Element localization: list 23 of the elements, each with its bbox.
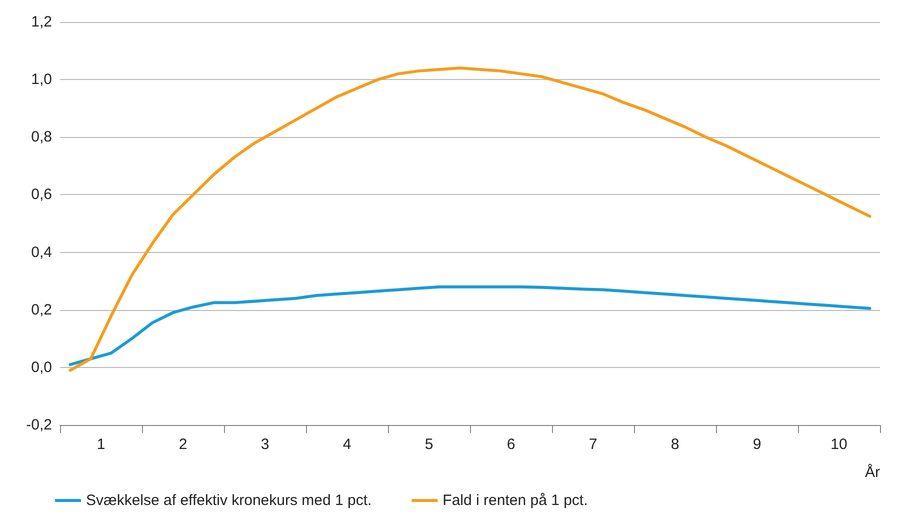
x-tick-label: 9 (752, 436, 762, 453)
y-tick-label: 0,8 (31, 128, 52, 146)
y-tick-label: 0,0 (31, 358, 52, 376)
y-tick-label: 0,4 (31, 244, 52, 261)
x-axis-title: År (865, 463, 880, 481)
legend-label: Svækkelse af effektiv kronekurs med 1 pct. (86, 492, 372, 509)
x-tick-label: 7 (588, 436, 598, 453)
y-tick-label: 1,0 (31, 71, 52, 88)
x-tick-label: 4 (342, 436, 352, 453)
y-tick-label: 0,2 (31, 301, 52, 318)
x-tick-label: 8 (670, 436, 680, 453)
x-tick-label: 3 (260, 436, 270, 453)
line-series (68, 66, 872, 372)
line-series (68, 285, 872, 366)
y-tick-label: 1,2 (31, 14, 52, 30)
x-tick-label: 10 (830, 436, 848, 453)
x-tick-label: 1 (96, 436, 106, 453)
y-tick-label: -0,2 (26, 416, 52, 434)
x-tick-label: 2 (178, 436, 188, 453)
legend-label: Fald i renten på 1 pct. (442, 492, 588, 509)
y-tick-label: 0,6 (31, 186, 52, 204)
x-tick-label: 6 (506, 436, 516, 453)
x-tick-label: 5 (424, 436, 434, 453)
